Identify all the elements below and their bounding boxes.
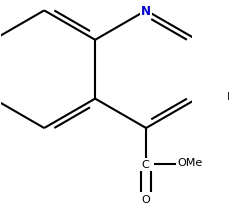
Text: OMe: OMe xyxy=(177,157,202,167)
Text: N: N xyxy=(141,5,151,18)
Text: C: C xyxy=(142,159,150,169)
Text: NH: NH xyxy=(226,92,229,102)
Text: O: O xyxy=(142,194,150,204)
